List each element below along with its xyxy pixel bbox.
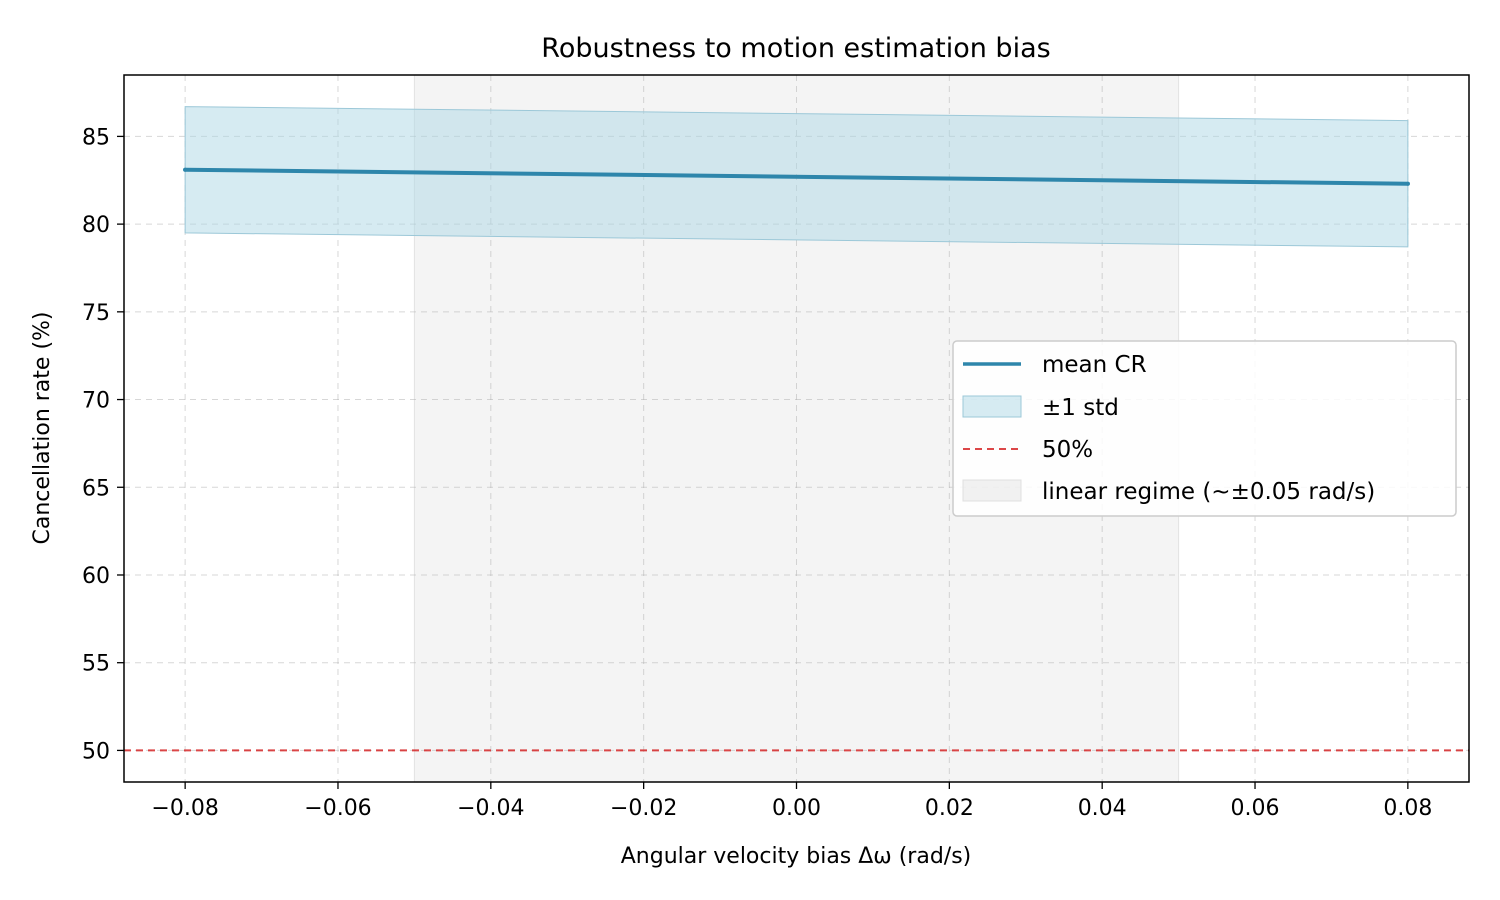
x-tick-label: −0.08 [151,796,218,821]
y-tick-label: 70 [82,389,110,414]
legend-frame [952,340,1457,517]
x-tick-label: 0.08 [1383,796,1432,821]
y-axis-label: Cancellation rate (%) [30,311,55,544]
mean-cr-point [1405,181,1410,186]
x-tick-label: −0.06 [304,796,371,821]
x-tick-label: 0.04 [1078,796,1127,821]
y-tick-label: 85 [82,125,110,150]
x-tick-label: 0.06 [1231,796,1280,821]
chart-title: Robustness to motion estimation bias [541,33,1050,64]
y-tick-label: 65 [82,476,110,501]
legend-label-reference: 50% [1042,437,1093,463]
x-tick-label: −0.02 [610,796,677,821]
x-tick-label: −0.04 [457,796,524,821]
y-tick-label: 80 [82,213,110,238]
y-tick-label: 55 [82,652,110,677]
legend-label-region: linear regime (~±0.05 rad/s) [1042,479,1375,505]
mean-cr-point [183,167,188,172]
legend-label-mean: mean CR [1042,352,1147,378]
x-tick-label: 0.02 [925,796,974,821]
y-tick-label: 50 [82,739,110,764]
y-tick-label: 60 [82,564,110,589]
legend: mean CR ±1 std 50% linear regime (~±0.05… [952,340,1457,517]
x-axis-label: Angular velocity bias Δω (rad/s) [621,844,972,869]
legend-label-band: ±1 std [1042,395,1119,421]
legend-band-swatch [962,395,1022,418]
legend-region-swatch [962,479,1022,502]
x-tick-label: 0.00 [772,796,821,821]
mean-cr-line [183,167,1410,186]
y-tick-label: 75 [82,301,110,326]
